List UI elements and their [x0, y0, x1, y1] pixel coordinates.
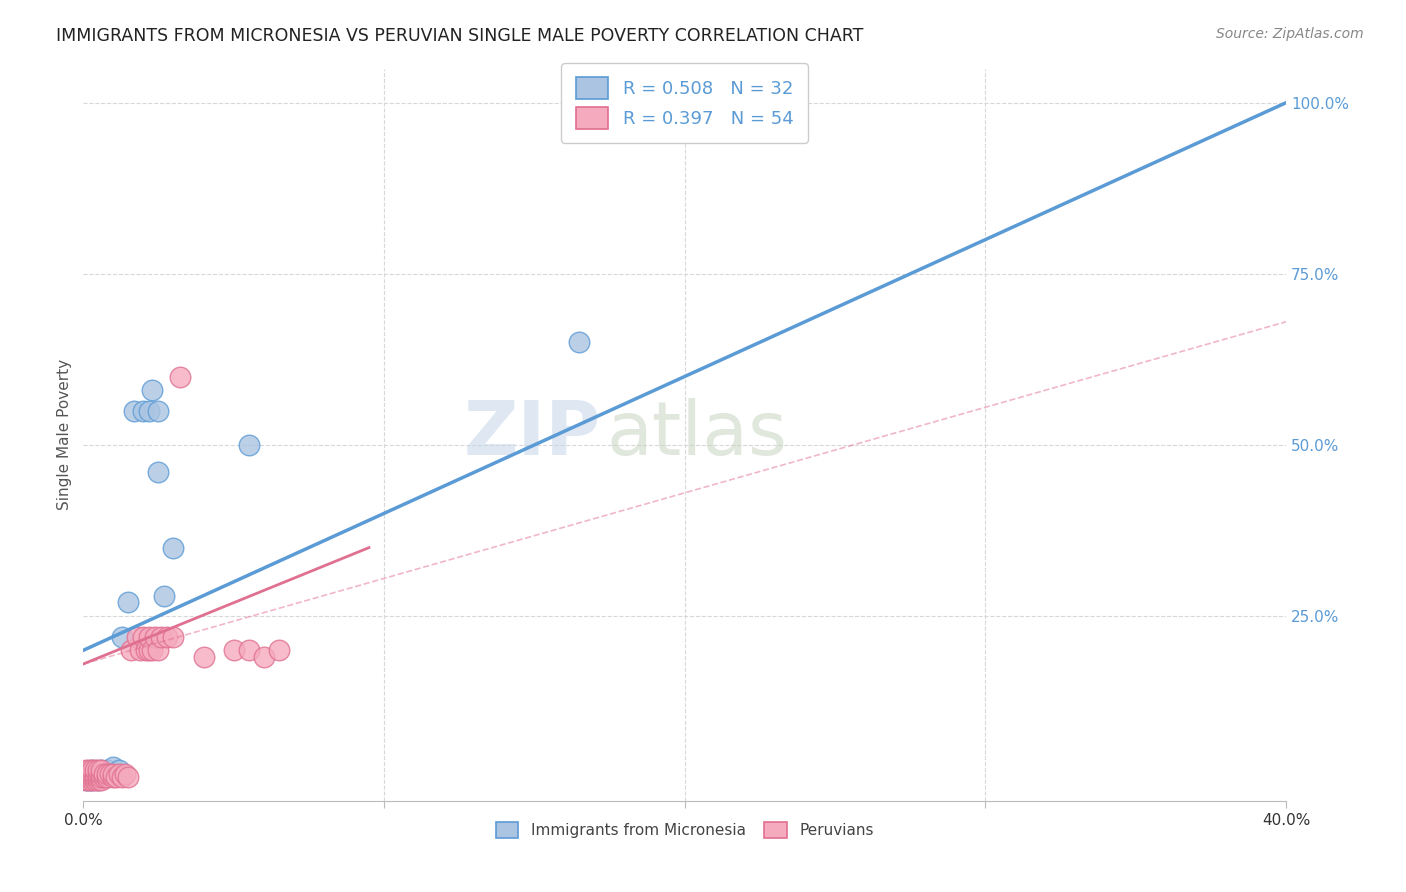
- Point: [87, 773, 110, 788]
- Point: [96, 770, 118, 784]
- Point: [96, 766, 118, 780]
- Point: [105, 770, 128, 784]
- Point: [141, 383, 163, 397]
- Point: [93, 766, 115, 780]
- Point: [129, 643, 152, 657]
- Point: [132, 403, 155, 417]
- Point: [79, 770, 101, 784]
- Point: [84, 773, 107, 788]
- Point: [103, 766, 125, 780]
- Point: [117, 595, 139, 609]
- Point: [79, 770, 101, 784]
- Point: [222, 643, 245, 657]
- Point: [153, 589, 176, 603]
- Point: [124, 403, 146, 417]
- Point: [82, 766, 104, 780]
- Point: [84, 770, 107, 784]
- Point: [82, 763, 104, 777]
- Point: [108, 766, 131, 780]
- Point: [98, 766, 121, 780]
- Text: ZIP: ZIP: [463, 398, 600, 471]
- Point: [145, 630, 167, 644]
- Point: [79, 766, 101, 780]
- Point: [84, 766, 107, 780]
- Point: [87, 766, 110, 780]
- Point: [141, 643, 163, 657]
- Point: [87, 773, 110, 788]
- Point: [82, 773, 104, 788]
- Point: [138, 643, 160, 657]
- Point: [162, 630, 184, 644]
- Point: [82, 763, 104, 777]
- Point: [79, 773, 101, 788]
- Point: [87, 770, 110, 784]
- Point: [98, 766, 121, 780]
- Point: [79, 763, 101, 777]
- Point: [84, 766, 107, 780]
- Point: [90, 773, 112, 788]
- Legend: Immigrants from Micronesia, Peruvians: Immigrants from Micronesia, Peruvians: [489, 816, 880, 845]
- Point: [120, 643, 142, 657]
- Point: [96, 763, 118, 777]
- Point: [238, 643, 260, 657]
- Point: [75, 763, 97, 777]
- Point: [75, 766, 97, 780]
- Point: [138, 403, 160, 417]
- Text: Source: ZipAtlas.com: Source: ZipAtlas.com: [1216, 27, 1364, 41]
- Point: [114, 766, 136, 780]
- Point: [117, 770, 139, 784]
- Point: [90, 770, 112, 784]
- Point: [87, 763, 110, 777]
- Point: [169, 369, 191, 384]
- Point: [96, 770, 118, 784]
- Point: [84, 763, 107, 777]
- Point: [90, 766, 112, 780]
- Point: [75, 773, 97, 788]
- Point: [138, 630, 160, 644]
- Point: [148, 466, 170, 480]
- Point: [238, 438, 260, 452]
- Point: [103, 770, 125, 784]
- Point: [87, 766, 110, 780]
- Point: [103, 759, 125, 773]
- Point: [111, 630, 134, 644]
- Text: IMMIGRANTS FROM MICRONESIA VS PERUVIAN SINGLE MALE POVERTY CORRELATION CHART: IMMIGRANTS FROM MICRONESIA VS PERUVIAN S…: [56, 27, 863, 45]
- Point: [132, 630, 155, 644]
- Point: [162, 541, 184, 555]
- Point: [93, 766, 115, 780]
- Point: [111, 770, 134, 784]
- Point: [79, 773, 101, 788]
- Point: [267, 643, 290, 657]
- Point: [93, 770, 115, 784]
- Point: [148, 403, 170, 417]
- Point: [84, 770, 107, 784]
- Point: [75, 773, 97, 788]
- Point: [82, 770, 104, 784]
- Point: [82, 773, 104, 788]
- Point: [568, 335, 591, 350]
- Point: [253, 650, 276, 665]
- Point: [135, 643, 157, 657]
- Point: [150, 630, 173, 644]
- Point: [82, 766, 104, 780]
- Y-axis label: Single Male Poverty: Single Male Poverty: [58, 359, 72, 510]
- Point: [193, 650, 215, 665]
- Point: [90, 763, 112, 777]
- Point: [90, 763, 112, 777]
- Point: [127, 630, 149, 644]
- Text: atlas: atlas: [606, 398, 787, 471]
- Point: [75, 766, 97, 780]
- Point: [108, 763, 131, 777]
- Point: [156, 630, 179, 644]
- Point: [148, 643, 170, 657]
- Point: [79, 766, 101, 780]
- Point: [90, 770, 112, 784]
